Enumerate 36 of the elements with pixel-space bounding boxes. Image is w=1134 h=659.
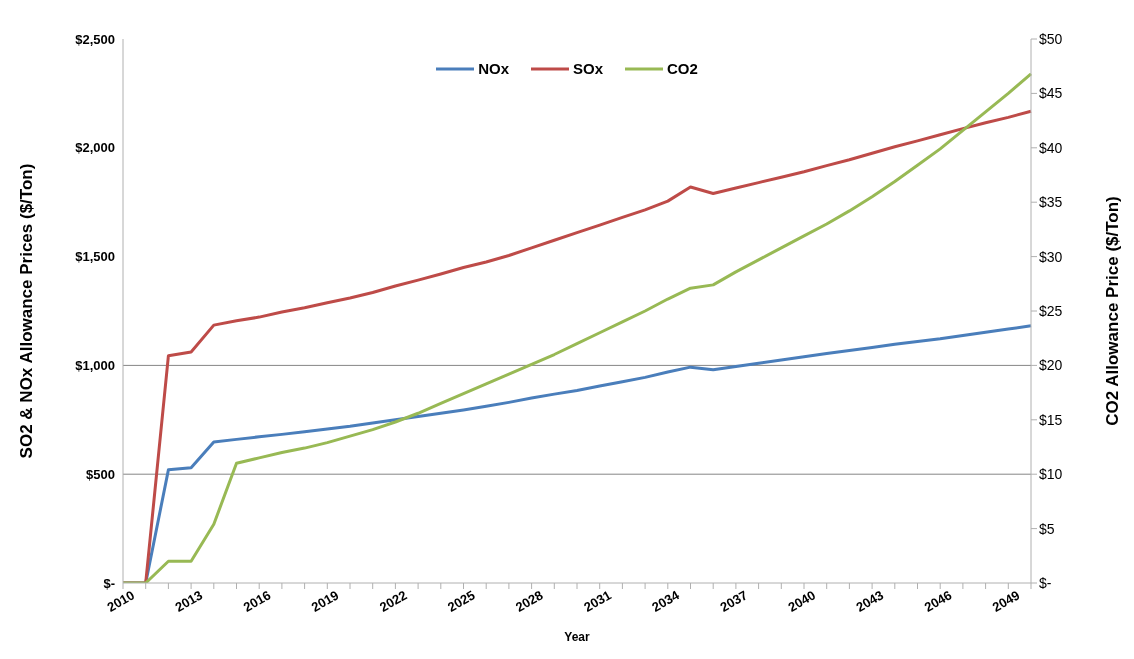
y2-tick-label: $30: [1039, 248, 1063, 265]
y-tick-label: $2,500: [75, 31, 115, 47]
y-tick-label: $500: [86, 466, 115, 482]
legend-label: CO2: [667, 60, 698, 77]
y2-axis-title: CO2 Allowance Price ($/Ton): [1103, 196, 1123, 426]
x-tick-label: 2016: [240, 587, 274, 615]
x-tick-label: 2028: [513, 587, 546, 615]
y-axis-title: SO2 & NOx Allowance Prices ($/Ton): [17, 163, 37, 459]
y-tick-label: $2,000: [75, 140, 115, 156]
y2-tick-label: $25: [1039, 302, 1063, 319]
y2-tick-label: $20: [1039, 357, 1063, 374]
y2-tick-label: $15: [1039, 411, 1063, 428]
y2-tick-label: $35: [1039, 194, 1063, 211]
y2-tick-label: $-: [1039, 574, 1052, 591]
x-tick-label: 2031: [581, 587, 614, 615]
x-axis-title: Year: [564, 630, 591, 644]
legend-label: NOx: [478, 60, 509, 77]
x-tick-label: 2043: [853, 587, 887, 615]
x-tick-label: 2037: [717, 587, 750, 615]
y2-tick-label: $10: [1039, 466, 1063, 483]
x-tick-label: 2022: [376, 587, 410, 615]
y2-tick-label: $50: [1039, 30, 1063, 47]
y-tick-label: $-: [103, 575, 115, 591]
x-tick-label: 2034: [649, 586, 683, 615]
y2-tick-label: $45: [1039, 85, 1063, 102]
x-tick-label: 2019: [308, 587, 342, 615]
y2-tick-label: $40: [1039, 139, 1063, 156]
x-tick-label: 2040: [785, 587, 819, 615]
x-tick-label: 2025: [444, 587, 478, 615]
legend-label: SOx: [572, 60, 603, 77]
y-tick-label: $1,000: [75, 358, 115, 374]
x-tick-label: 2013: [172, 587, 206, 615]
x-tick-label: 2046: [921, 587, 955, 615]
y-tick-label: $1,500: [75, 249, 115, 265]
y2-tick-label: $5: [1039, 520, 1055, 537]
x-tick-label: 2049: [989, 587, 1023, 615]
